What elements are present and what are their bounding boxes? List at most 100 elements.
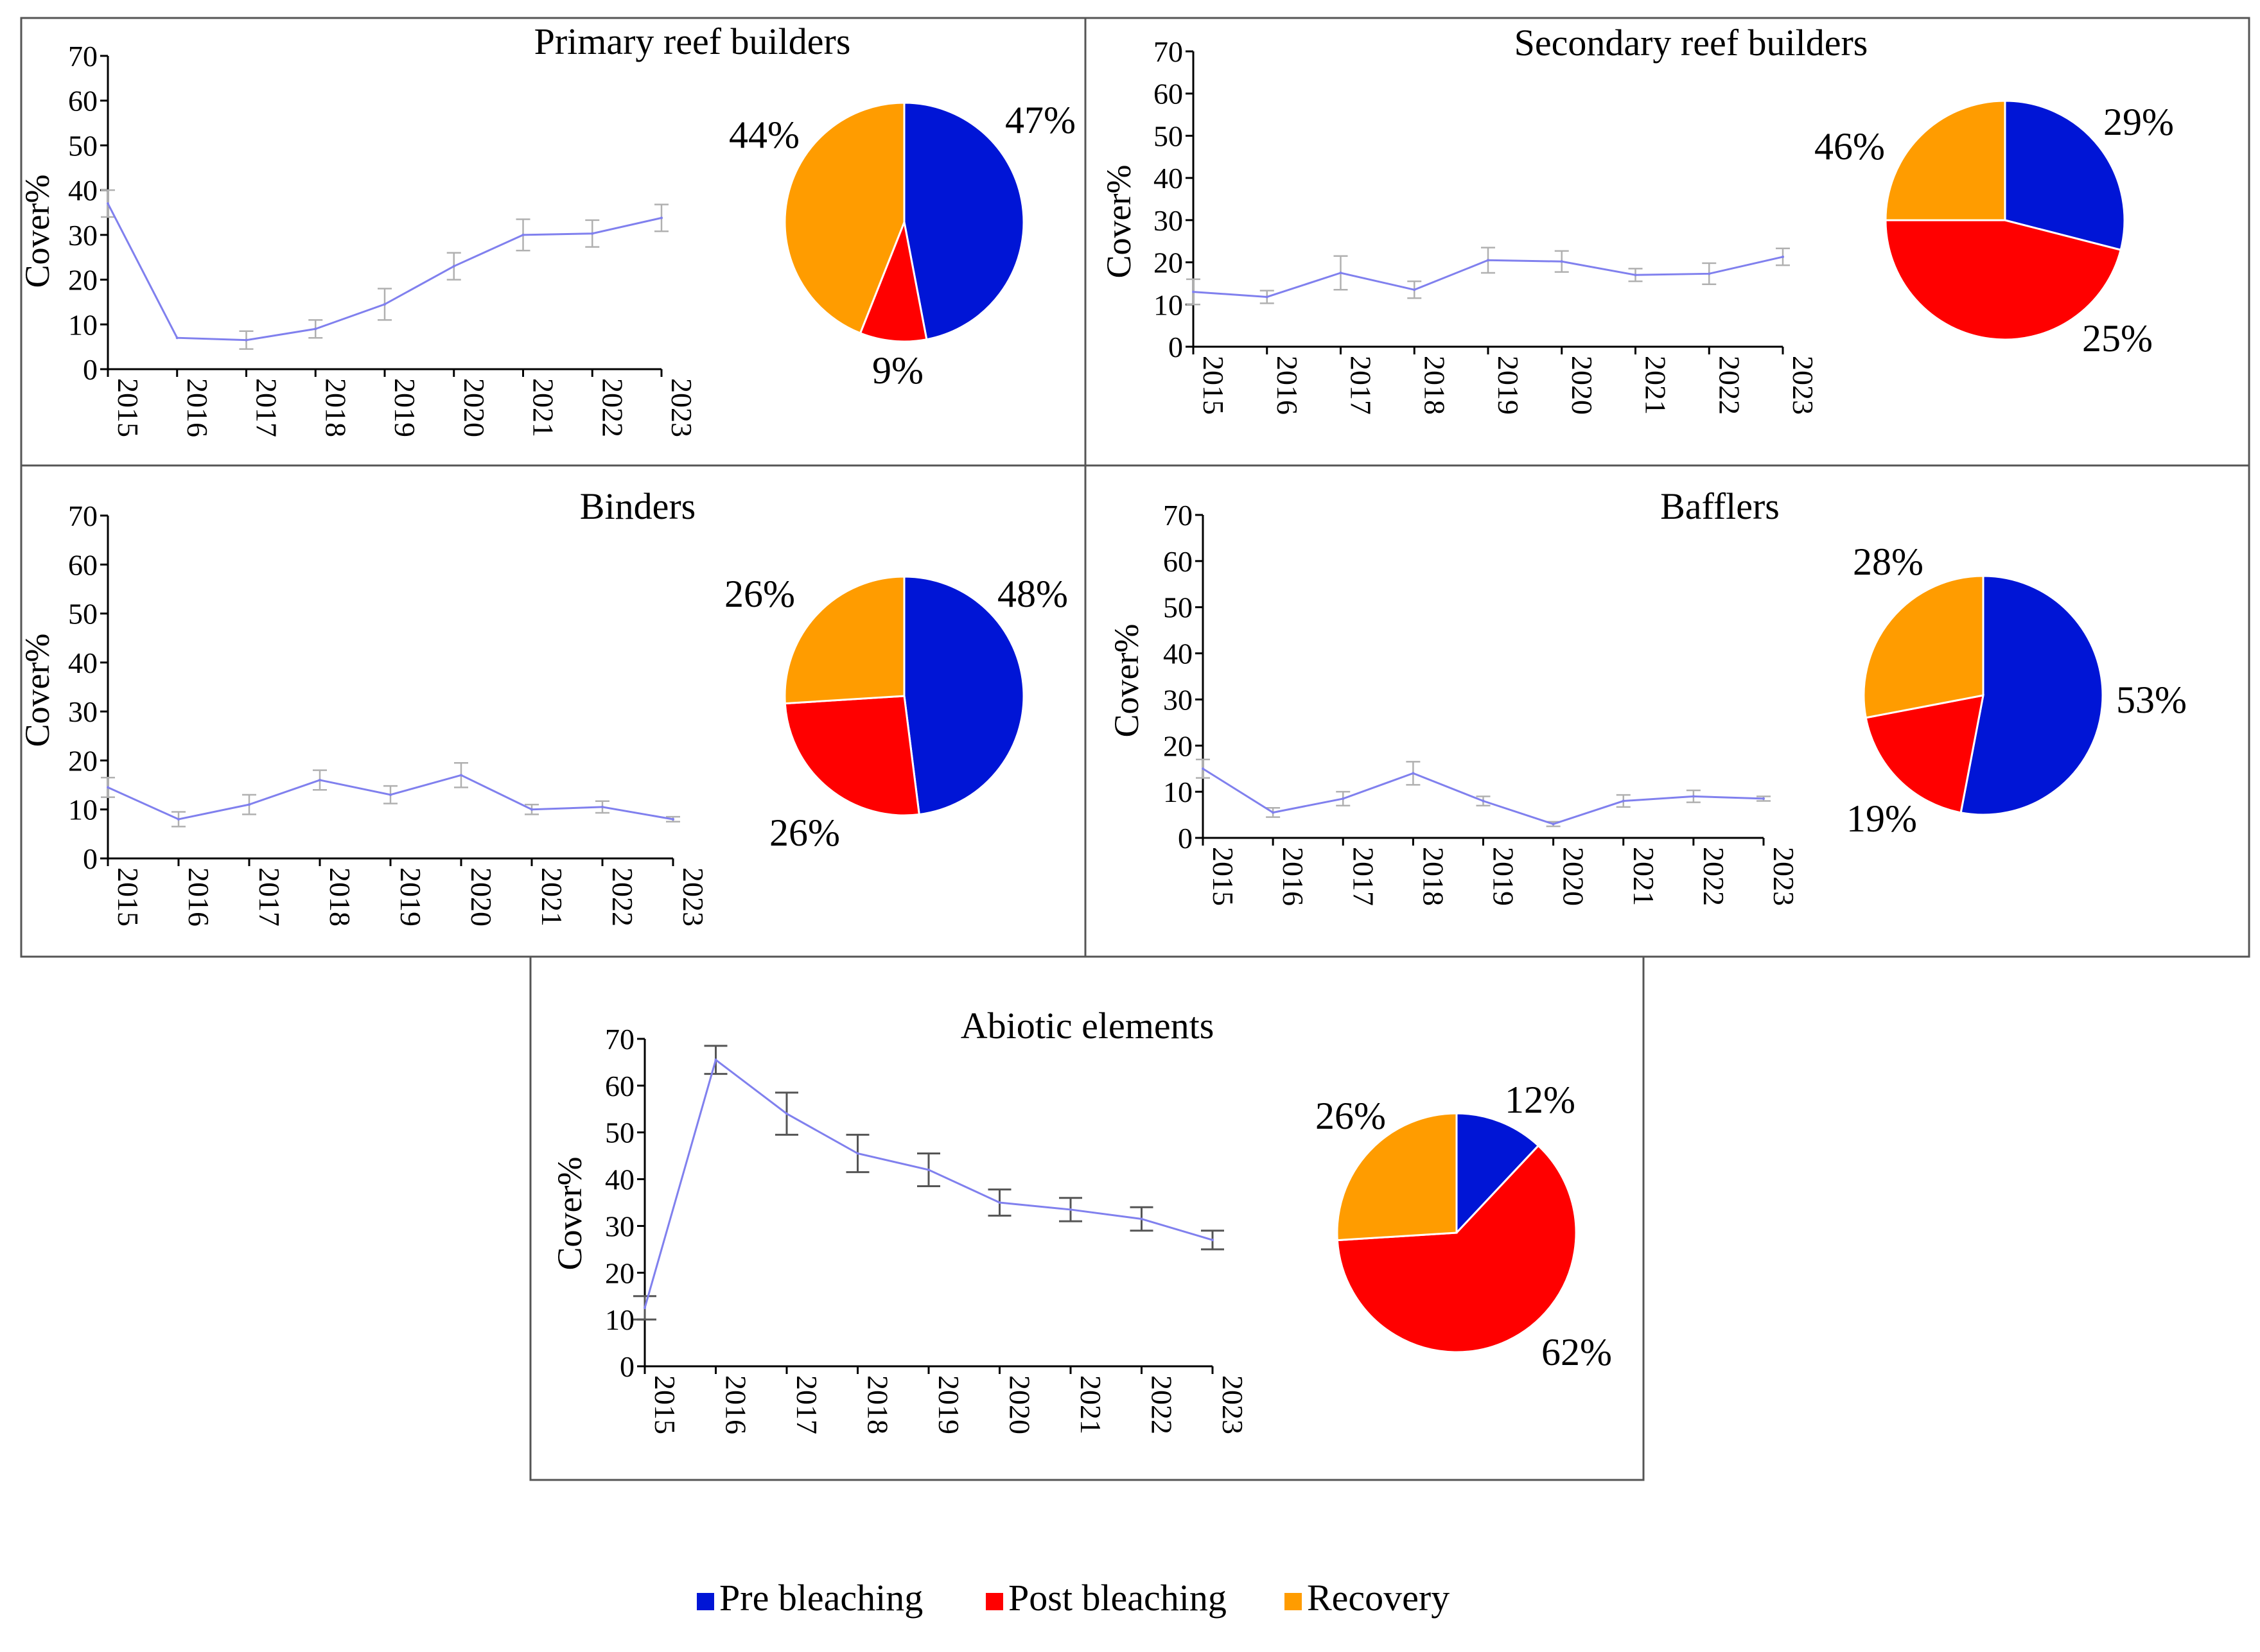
- pie-slice-pre-bleaching: [1959, 575, 2104, 816]
- pie-label-recovery: 26%: [724, 573, 795, 615]
- line-plot-secondary: 0 10 20 30 40 50 60 70 2015 2016 2017 2018 2019 2020 2…: [1153, 35, 1819, 415]
- x-tick-label: 2019: [389, 378, 421, 437]
- x-tick-label: 2022: [1146, 1375, 1178, 1434]
- panel-bafflers: Bafflers Cover% 0 10 20 30 40 50 60 70 2015 2016 2…: [1107, 485, 2187, 906]
- y-axis-label: Cover%: [1099, 165, 1138, 279]
- pie-slice-pre-bleaching: [2004, 100, 2126, 252]
- data-point: [460, 774, 462, 777]
- pie-slice-post-bleaching: [784, 695, 920, 817]
- x-tick-label: 2015: [112, 378, 145, 437]
- pie-label-pre-bleaching: 47%: [1005, 99, 1076, 141]
- y-tick-label: 70: [1153, 35, 1183, 68]
- y-tick-label: 10: [68, 794, 98, 826]
- data-point: [1634, 274, 1637, 277]
- y-tick-label: 30: [605, 1210, 635, 1242]
- pie-slice-post-bleaching: [1336, 1144, 1577, 1353]
- pie-slice-recovery: [1336, 1112, 1458, 1242]
- x-tick-label: 2017: [250, 378, 283, 437]
- data-point: [530, 808, 533, 811]
- chart-title: Primary reef builders: [534, 21, 851, 62]
- data-point: [107, 202, 109, 205]
- y-tick-label: 0: [1178, 822, 1193, 855]
- x-tick-label: 2017: [791, 1375, 823, 1434]
- x-tick-label: 2018: [1418, 356, 1451, 415]
- x-tick-label: 2023: [1767, 847, 1800, 906]
- data-point: [383, 302, 386, 306]
- pie-label-pre-bleaching: 53%: [2116, 679, 2187, 721]
- y-tick-label: 70: [68, 500, 98, 532]
- data-point: [1708, 272, 1711, 275]
- x-tick-label: 2018: [862, 1375, 895, 1434]
- data-point: [714, 1058, 717, 1061]
- panel-frame-bafflers: [1084, 464, 2250, 958]
- pie-label-pre-bleaching: 48%: [997, 573, 1068, 615]
- line-plot-primary: 0 10 20 30 40 50 60 70 2015 2016 2017 2018 2019 2020 2…: [68, 40, 698, 437]
- y-tick-label: 30: [1163, 683, 1193, 716]
- pie-slice-post-bleaching: [1864, 694, 1984, 814]
- pie-slice-recovery: [1884, 100, 2006, 222]
- y-tick-label: 40: [1163, 638, 1193, 670]
- y-tick-label: 60: [605, 1070, 635, 1102]
- x-tick-label: 2023: [1216, 1375, 1249, 1434]
- x-tick-label: 2019: [394, 867, 427, 926]
- pie-slice-recovery: [784, 575, 906, 705]
- x-tick-label: 2021: [1640, 356, 1672, 415]
- x-tick-label: 2016: [1277, 847, 1310, 906]
- x-tick-label: 2022: [1713, 356, 1746, 415]
- x-tick-label: 2021: [1627, 847, 1660, 906]
- x-tick-label: 2015: [1207, 847, 1239, 906]
- data-point: [107, 786, 109, 789]
- y-axis-label: Cover%: [1107, 624, 1146, 738]
- data-point: [1762, 797, 1765, 800]
- data-point: [1412, 772, 1415, 775]
- y-tick-label: 50: [68, 598, 98, 630]
- x-tick-label: 2022: [606, 867, 639, 926]
- x-tick-label: 2018: [319, 378, 352, 437]
- y-tick-label: 10: [1163, 776, 1193, 808]
- y-tick-label: 50: [68, 129, 98, 162]
- pie-primary: [784, 101, 1025, 343]
- panel-secondary: Secondary reef builders Cover% 0 10 20 30 40…: [1099, 22, 2174, 415]
- pie-slice-post-bleaching: [1884, 219, 2122, 341]
- data-point: [1272, 811, 1275, 814]
- x-tick-label: 2020: [1004, 1375, 1037, 1434]
- data-point: [1339, 272, 1342, 274]
- y-tick-label: 50: [605, 1117, 635, 1149]
- pie-label-post-bleaching: 26%: [769, 812, 840, 854]
- chart-title: Binders: [580, 485, 696, 527]
- pie-label-recovery: 44%: [729, 114, 800, 156]
- data-point: [856, 1152, 859, 1155]
- legend-label-recovery: Recovery: [1307, 1577, 1450, 1619]
- x-tick-label: 2017: [253, 867, 286, 926]
- pie-label-pre-bleaching: 29%: [2103, 101, 2174, 143]
- data-point: [672, 817, 674, 821]
- y-tick-label: 40: [68, 174, 98, 207]
- data-point: [389, 793, 392, 796]
- data-point: [1413, 288, 1416, 291]
- x-tick-label: 2020: [465, 867, 498, 926]
- x-tick-label: 2021: [536, 867, 568, 926]
- x-tick-label: 2021: [527, 378, 560, 437]
- x-tick-label: 2020: [1557, 847, 1590, 906]
- data-point: [1202, 767, 1204, 770]
- data-point: [1211, 1239, 1214, 1242]
- panel-binders: Binders Cover% 0 10 20 30 40 50 60 70 2015 2016 20…: [18, 485, 1068, 926]
- y-tick-label: 20: [605, 1256, 635, 1289]
- y-tick-label: 10: [605, 1303, 635, 1336]
- y-axis-label: Cover%: [18, 634, 57, 747]
- data-point: [314, 327, 317, 331]
- y-tick-label: 20: [68, 744, 98, 777]
- x-tick-label: 2019: [1487, 847, 1520, 906]
- pie-binders: [784, 575, 1025, 817]
- x-tick-label: 2018: [1417, 847, 1450, 906]
- panel-primary: Primary reef builders Cover% 0 10 20 30 40 50…: [18, 21, 1076, 437]
- pie-label-recovery: 26%: [1315, 1095, 1386, 1137]
- panel-abiotic: Abiotic elements Cover% 0 10 20 30 40 50 60 70 2…: [550, 1005, 1612, 1434]
- y-tick-label: 10: [1153, 288, 1183, 321]
- x-tick-label: 2022: [596, 378, 629, 437]
- y-tick-label: 0: [1168, 331, 1183, 363]
- data-point: [319, 778, 321, 781]
- y-tick-label: 0: [83, 353, 98, 386]
